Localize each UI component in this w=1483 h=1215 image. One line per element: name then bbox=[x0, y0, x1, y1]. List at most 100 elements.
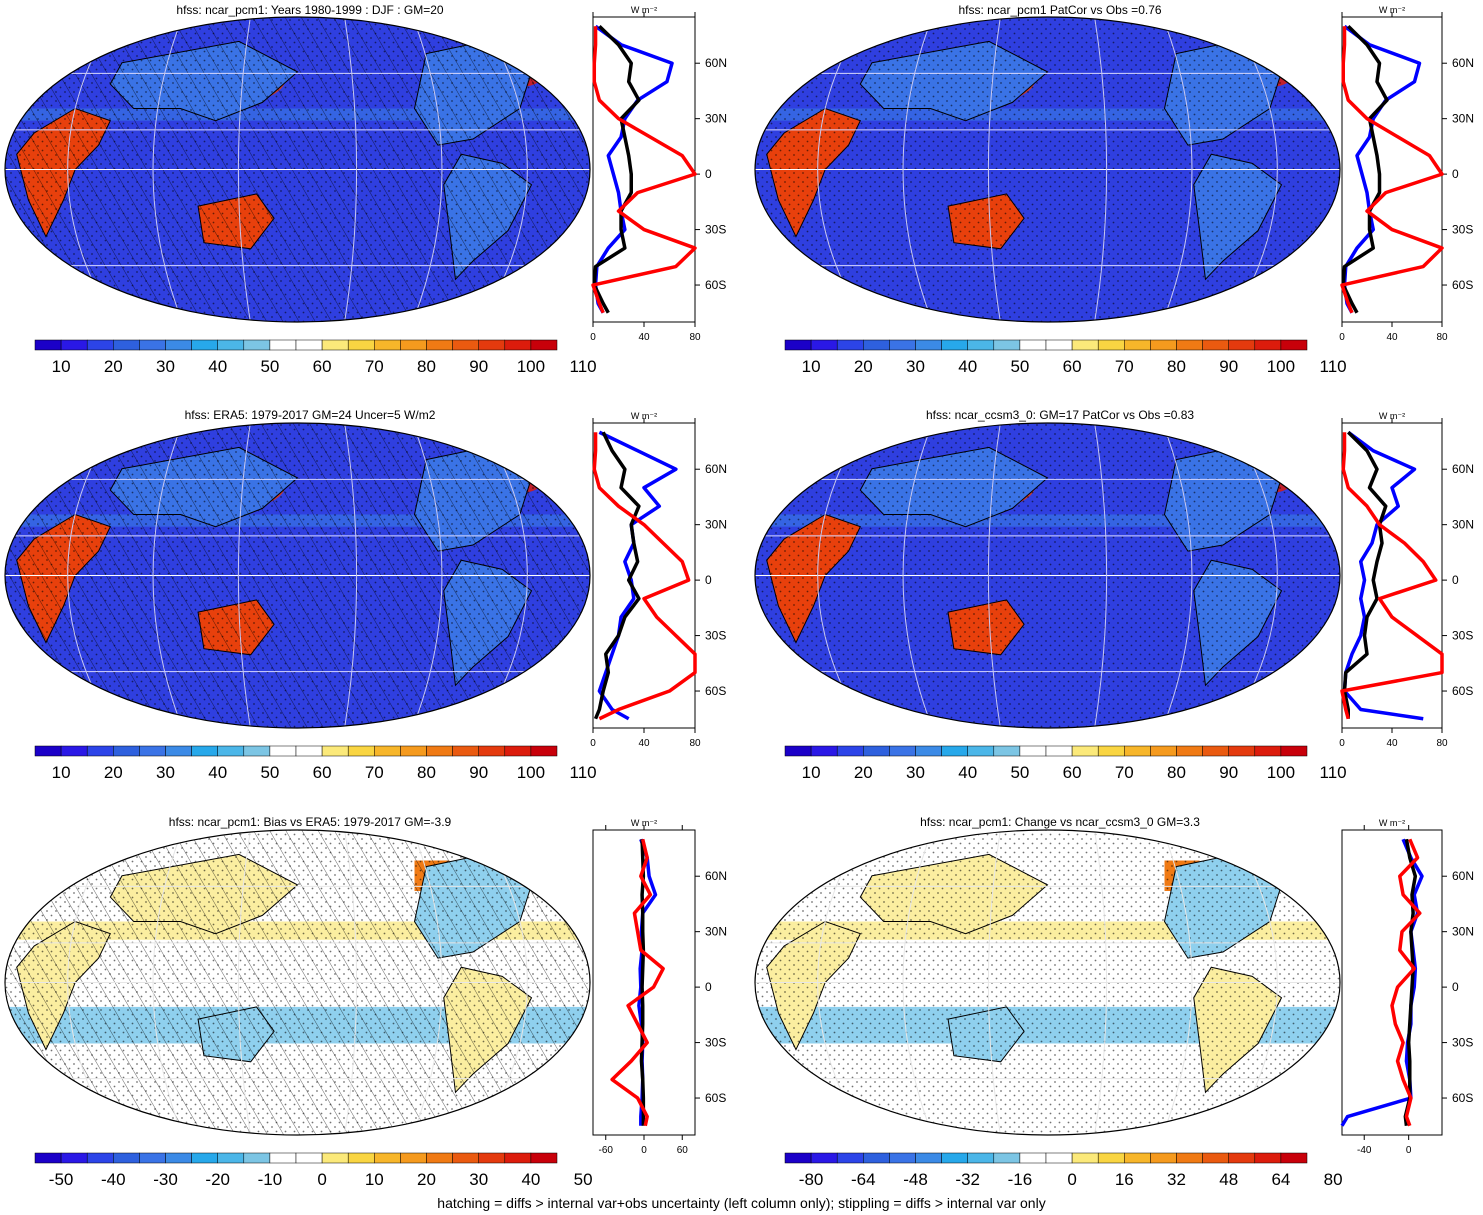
colorbar-box bbox=[1202, 339, 1229, 351]
colorbar-box bbox=[1150, 1152, 1177, 1164]
colorbar-box bbox=[915, 339, 942, 351]
graticule-lon bbox=[344, 830, 358, 1135]
colorbar-box bbox=[400, 1152, 427, 1164]
colorbar-box bbox=[1097, 339, 1125, 351]
colorbar-label: 0 bbox=[1067, 1170, 1076, 1189]
colorbar-box bbox=[1280, 339, 1308, 351]
colorbar-label: 16 bbox=[1115, 1170, 1134, 1189]
map-border bbox=[754, 829, 1341, 1136]
colorbar-box bbox=[863, 1152, 890, 1164]
colorbar-label: 20 bbox=[854, 357, 873, 376]
colorbar-box bbox=[1254, 745, 1282, 757]
lat-tick-label: 60S bbox=[1452, 278, 1473, 292]
graticule-lon bbox=[987, 830, 1001, 1135]
colorbar-box bbox=[1254, 1152, 1282, 1164]
panel-2: 10 20 30 40 50 60 70 80 90 100 110 W m⁻² 60N 30N 0 30S 6… bbox=[754, 5, 1474, 376]
graticule-lon bbox=[1094, 423, 1108, 728]
profile-xtick-label: 0 bbox=[1339, 332, 1345, 343]
colorbar-box bbox=[191, 1152, 218, 1164]
colorbar-box bbox=[34, 745, 62, 757]
colorbar-box bbox=[347, 339, 375, 351]
profile-line-obs bbox=[593, 431, 641, 720]
colorbar-box bbox=[478, 745, 506, 757]
colorbar-box bbox=[941, 745, 968, 757]
colorbar-label: 50 bbox=[260, 763, 279, 782]
colorbar-box bbox=[836, 1152, 864, 1164]
colorbar-label: 70 bbox=[365, 763, 384, 782]
colorbar-box bbox=[86, 339, 114, 351]
colorbar-label: -16 bbox=[1008, 1170, 1033, 1189]
colorbar-box bbox=[452, 745, 479, 757]
graticule-lon bbox=[237, 830, 251, 1135]
colorbar-label: 30 bbox=[156, 357, 175, 376]
colorbar-label: -32 bbox=[955, 1170, 980, 1189]
colorbar-box bbox=[374, 745, 401, 757]
colorbar-label: 40 bbox=[208, 763, 227, 782]
colorbar-box bbox=[1254, 339, 1282, 351]
colorbar-box bbox=[321, 339, 349, 351]
colorbar-label: 40 bbox=[958, 763, 977, 782]
colorbar-box bbox=[810, 745, 838, 757]
colorbar-box bbox=[784, 339, 812, 351]
colorbar-box bbox=[1202, 745, 1229, 757]
lat-tick-label: 60N bbox=[705, 56, 727, 70]
lat-tick-label: 60S bbox=[1452, 684, 1473, 698]
map-2 bbox=[755, 17, 1340, 323]
lat-tick-label: 0 bbox=[705, 573, 712, 587]
lat-tick-label: 30N bbox=[1452, 925, 1474, 939]
profile-unit-label: W m⁻² bbox=[631, 5, 657, 15]
panel-title-5: hfss: ncar_pcm1: Bias vs ERA5: 1979-2017… bbox=[168, 815, 452, 829]
profile-xtick-label: 80 bbox=[1436, 332, 1448, 343]
colorbar-label: 64 bbox=[1271, 1170, 1290, 1189]
colorbar-box bbox=[34, 339, 62, 351]
colorbar-box bbox=[915, 1152, 942, 1164]
lat-tick-label: 0 bbox=[1452, 167, 1459, 181]
profile-line-model bbox=[597, 430, 678, 721]
colorbar-box bbox=[863, 339, 890, 351]
graticule-lon bbox=[344, 17, 358, 323]
panel-4: 10 20 30 40 50 60 70 80 90 100 110 W m⁻² 60N 30N 0 30S 6… bbox=[754, 411, 1474, 782]
profile-xtick-label: 0 bbox=[590, 332, 596, 343]
colorbar-label: 100 bbox=[517, 763, 545, 782]
profile-xtick-label: 40 bbox=[638, 332, 650, 343]
colorbar-label: -48 bbox=[903, 1170, 928, 1189]
map-1 bbox=[5, 17, 590, 323]
colorbar-label: 20 bbox=[417, 1170, 436, 1189]
colorbar-box bbox=[1045, 745, 1073, 757]
colorbar-box bbox=[165, 339, 192, 351]
colorbar-box bbox=[1176, 745, 1203, 757]
colorbar-label: 110 bbox=[1320, 763, 1347, 782]
colorbar-box bbox=[165, 745, 192, 757]
colorbar-box bbox=[1071, 339, 1099, 351]
lat-tick-label: 30S bbox=[705, 629, 726, 643]
profile-line-obs bbox=[1403, 838, 1418, 1126]
colorbar-label: 60 bbox=[313, 357, 332, 376]
profile-frame bbox=[1341, 829, 1443, 1136]
lat-tick-label: 60N bbox=[1452, 56, 1474, 70]
lat-tick-label: 0 bbox=[705, 167, 712, 181]
graticule-lon bbox=[1162, 17, 1193, 323]
lat-tick-label: 30S bbox=[1452, 629, 1473, 643]
graticule-lon bbox=[987, 423, 1001, 728]
colorbar-label: 10 bbox=[802, 763, 821, 782]
colorbar-label: 80 bbox=[1167, 763, 1186, 782]
colorbar-box bbox=[1176, 1152, 1203, 1164]
profile-line-diff bbox=[1340, 432, 1444, 720]
colorbar-box bbox=[993, 745, 1021, 757]
colorbar-box bbox=[347, 1152, 375, 1164]
colorbar-label: 90 bbox=[469, 763, 488, 782]
lat-tick-label: 30N bbox=[1452, 112, 1474, 126]
panel-1: 10 20 30 40 50 60 70 80 90 100 110 W m⁻² 60N 30N 0 30S 6… bbox=[4, 5, 727, 376]
colorbar-label: 110 bbox=[1320, 357, 1347, 376]
profile-line-obs bbox=[1342, 430, 1388, 719]
colorbar-label: 10 bbox=[802, 357, 821, 376]
colorbar-label: 50 bbox=[260, 357, 279, 376]
graticule-lon bbox=[412, 17, 443, 323]
colorbar-label: 80 bbox=[1167, 357, 1186, 376]
colorbar-box bbox=[269, 1152, 297, 1164]
colorbar-box bbox=[889, 1152, 916, 1164]
map-border bbox=[4, 16, 591, 323]
colorbar-box bbox=[1019, 339, 1047, 351]
map-4 bbox=[755, 423, 1340, 728]
panel-6: -80 -64 -48 -32 -16 0 16 32 48 64 80 W m⁻² 60N 30N 0 30… bbox=[754, 818, 1474, 1189]
